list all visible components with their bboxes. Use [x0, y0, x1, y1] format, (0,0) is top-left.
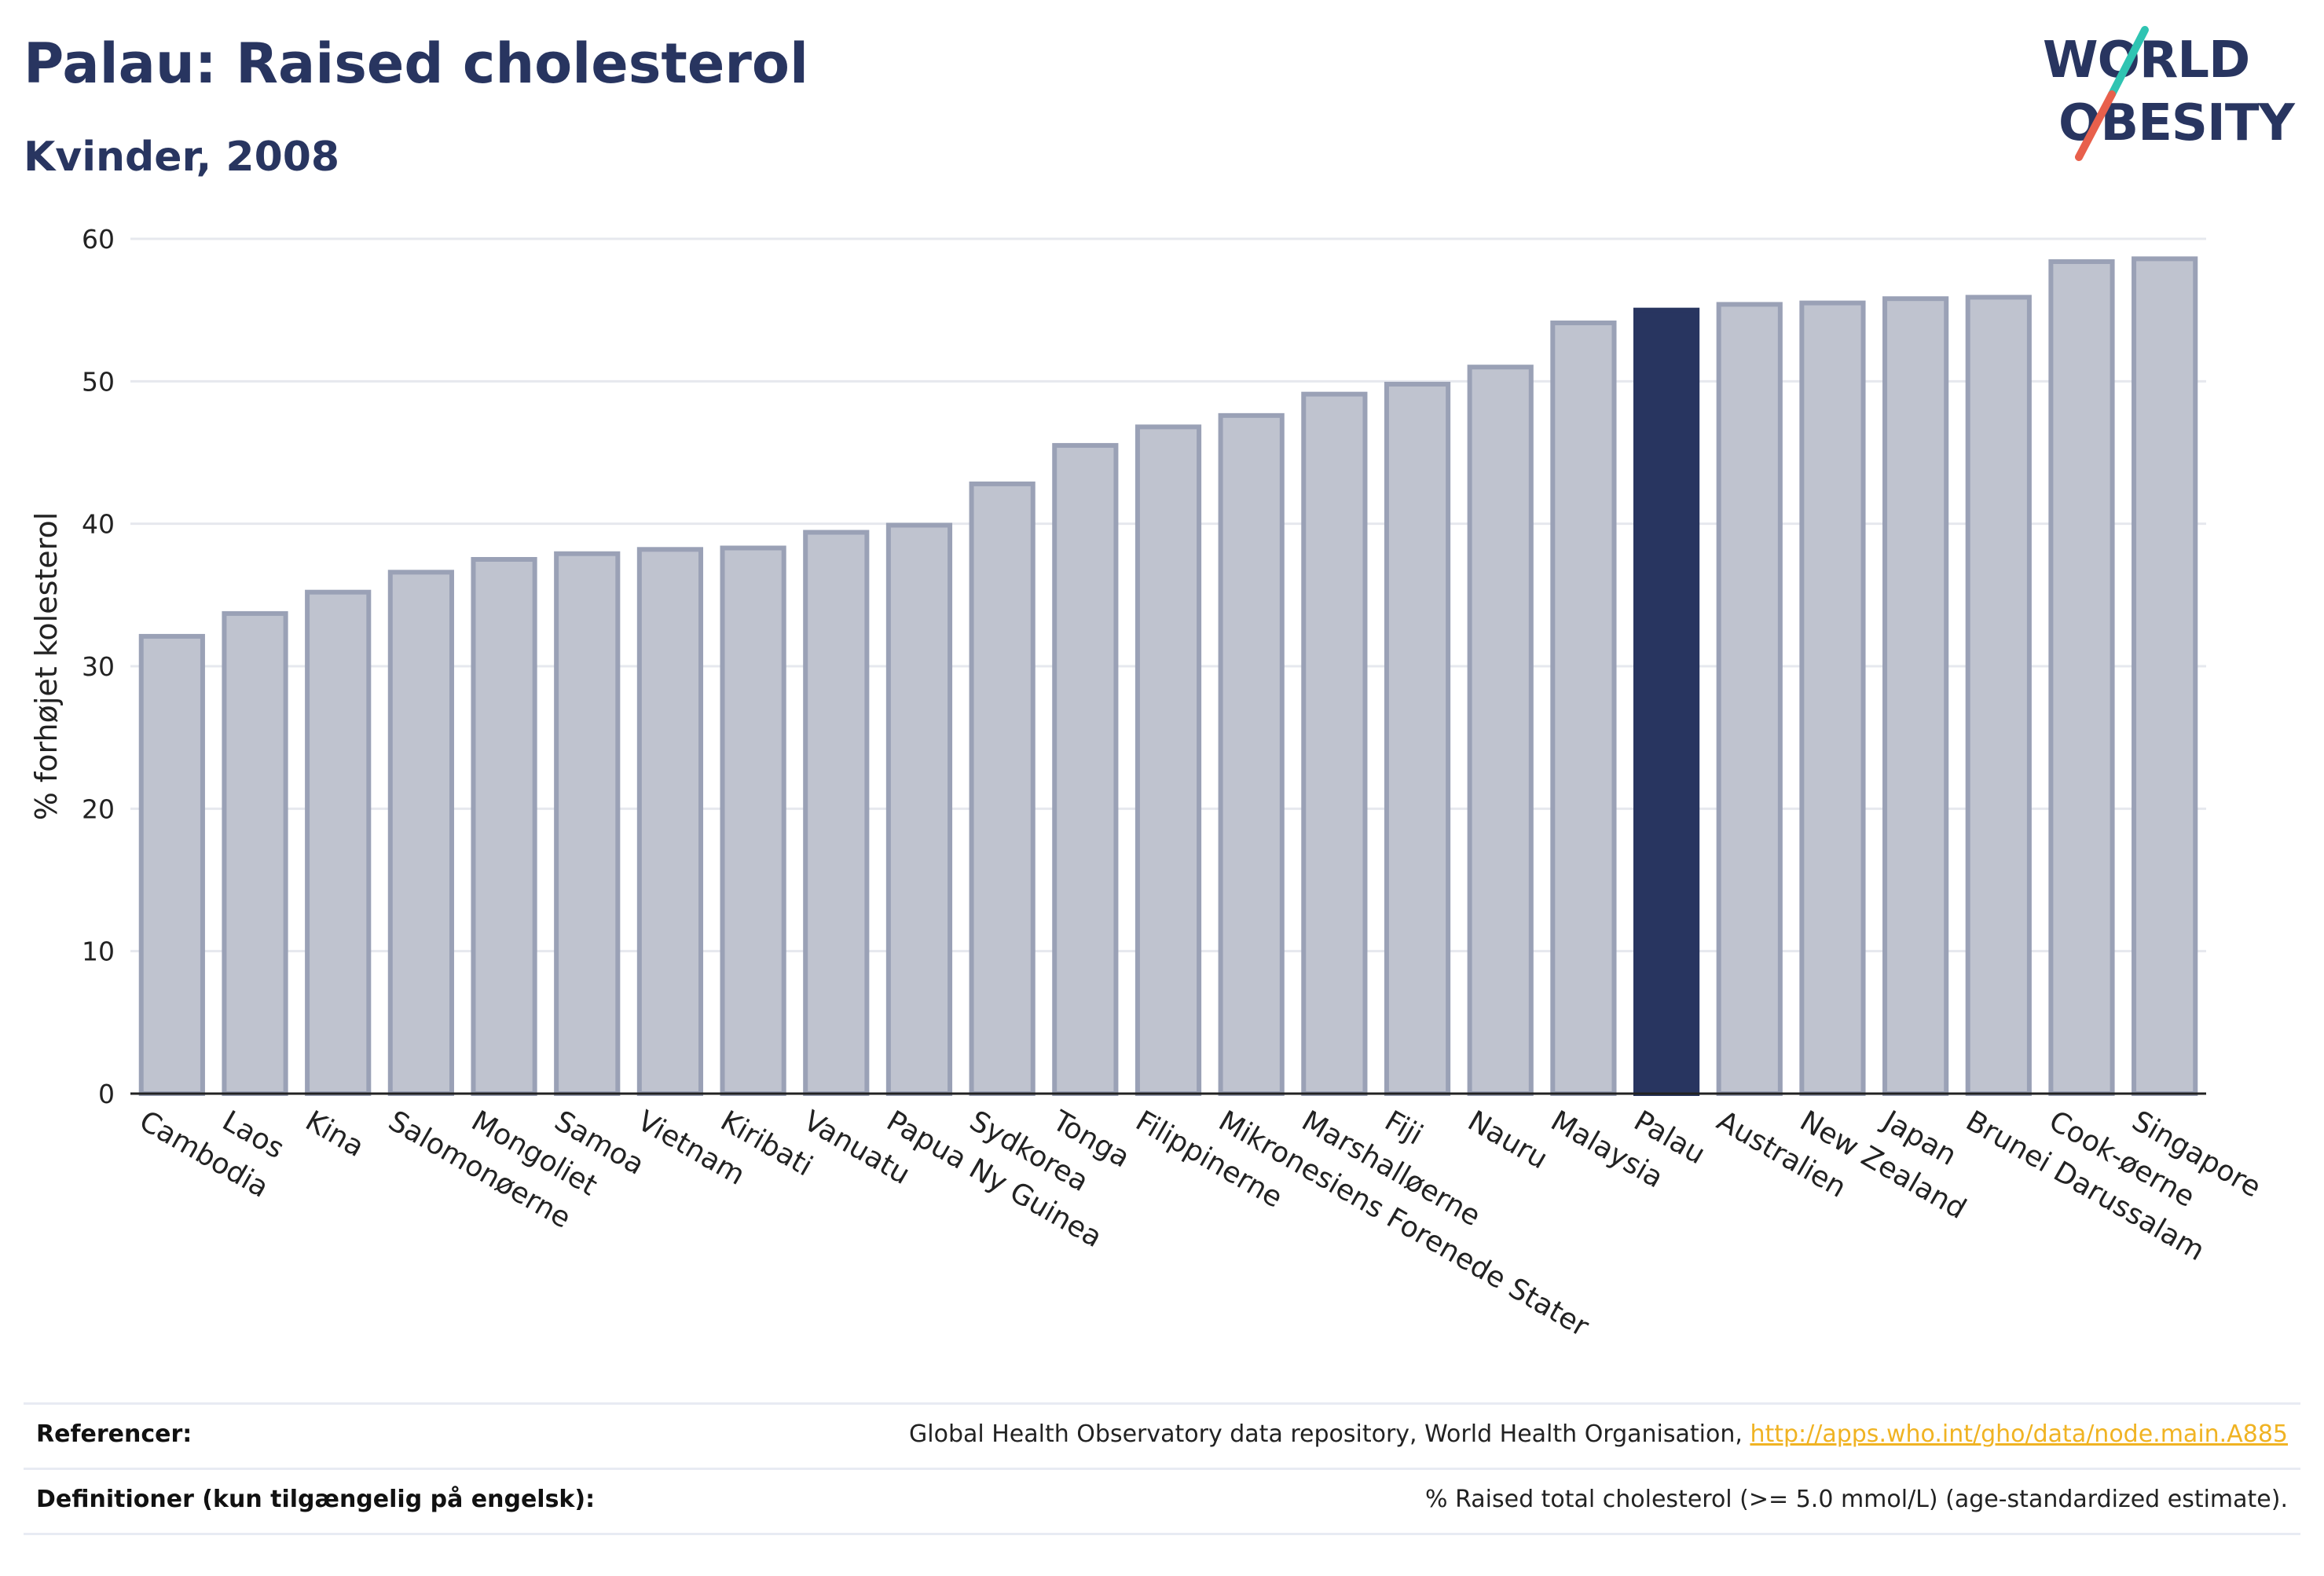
x-category-label: Fiji [1380, 1105, 1428, 1152]
bar-tonga [1052, 442, 1119, 1096]
world-obesity-logo: WORLD OBESITY [2043, 26, 2296, 161]
definitions-value: % Raised total cholesterol (>= 5.0 mmol/… [1425, 1486, 2288, 1513]
references-label: Referencer: [36, 1420, 192, 1448]
y-tick-label: 30 [82, 651, 115, 682]
x-category-label: Nauru [1462, 1105, 1552, 1175]
y-axis-ticks: 0 10 20 30 40 50 60 [82, 224, 115, 1109]
bar-laos [222, 610, 288, 1096]
references-link[interactable]: http://apps.who.int/gho/data/node.main.A… [1750, 1420, 2288, 1448]
bar-nauru [1467, 365, 1534, 1096]
bar-brunei-darussalam [1965, 295, 2032, 1096]
bar-kiribati [720, 545, 786, 1096]
bar-new-zealand [1799, 300, 1866, 1097]
bar-salomonøerne [387, 570, 454, 1096]
bar-vanuatu [803, 530, 870, 1096]
bar-mongoliet [471, 557, 537, 1096]
footer-table: Referencer: Global Health Observatory da… [24, 1402, 2300, 1535]
y-tick-label: 0 [98, 1079, 115, 1109]
x-category-label: Kina [300, 1105, 369, 1164]
references-text: Global Health Observatory data repositor… [909, 1420, 1750, 1448]
references-value: Global Health Observatory data repositor… [909, 1420, 2288, 1448]
bar-papua-ny-guinea [885, 522, 953, 1096]
bar-sydkorea [969, 481, 1036, 1096]
y-tick-label: 20 [82, 793, 115, 824]
y-tick-label: 10 [82, 936, 115, 967]
bar-malaysia [1550, 320, 1617, 1096]
bar-cambodia [138, 633, 205, 1096]
y-tick-label: 40 [82, 509, 115, 540]
svg-text:WORLD: WORLD [2043, 31, 2249, 90]
bar-filippinerne [1135, 424, 1202, 1096]
bar-japan [1882, 296, 1949, 1097]
definitions-row: Definitioner (kun tilgængelig på engelsk… [24, 1468, 2300, 1535]
bar-australien [1716, 302, 1783, 1096]
bar-singapore [2132, 256, 2198, 1096]
bar-marshalløerne [1301, 391, 1368, 1096]
bar-cook-øerne [2048, 259, 2115, 1097]
chart-title: Palau: Raised cholesterol [24, 31, 808, 96]
references-row: Referencer: Global Health Observatory da… [24, 1402, 2300, 1468]
bar-samoa [554, 551, 621, 1096]
y-axis-title: % forhøjet kolesterol [29, 512, 64, 821]
definitions-label: Definitioner (kun tilgængelig på engelsk… [36, 1486, 596, 1513]
chart-subtitle: Kvinder, 2008 [24, 134, 340, 181]
bar-kina [305, 589, 372, 1096]
bar-vietnam [636, 547, 704, 1096]
y-tick-label: 60 [82, 224, 115, 255]
bar-fiji [1384, 381, 1451, 1096]
bar-mikronesiens-forenede-stater [1218, 412, 1285, 1096]
bar-palau [1633, 307, 1700, 1096]
chart-bars [138, 256, 2198, 1097]
y-tick-label: 50 [82, 366, 115, 397]
